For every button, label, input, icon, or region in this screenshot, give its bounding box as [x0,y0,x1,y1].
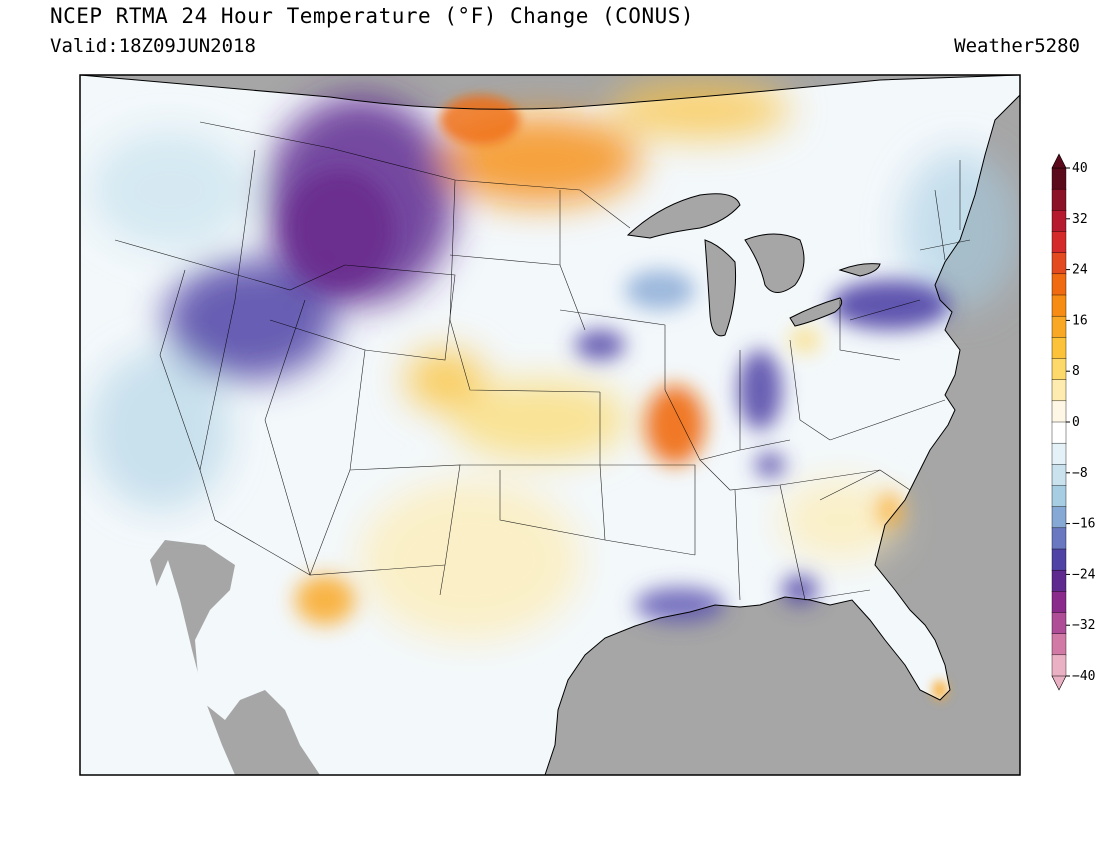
colorbar-swatch [1051,612,1067,635]
lake-superior [626,193,741,239]
colorbar-swatch [1051,252,1067,275]
border-line [919,239,971,251]
colorbar-swatch [1051,167,1067,190]
border-line [264,299,311,576]
valid-time: Valid:18Z09JUN2018 [50,35,256,57]
missouri-warming [645,385,705,465]
colorbar-swatch [1051,379,1067,402]
colorado-warming [405,350,485,410]
colorbar-max-arrow [1051,153,1067,169]
tennessee-cooling [755,453,785,477]
indiana-cooling [738,350,782,430]
great-basin-cooling [165,260,335,380]
colorbar-tick-label: −16 [1072,517,1095,532]
colorbar-swatch [1051,294,1067,317]
colorbar-tick-label: 32 [1072,212,1088,227]
border-line [664,389,791,461]
colorbar-swatch [1051,442,1067,465]
colorbar-swatch [1051,231,1067,254]
border-line [804,589,871,601]
colorbar-tick-label: 40 [1072,161,1088,176]
lake-huron [744,233,805,293]
colorbar-swatch [1051,506,1067,529]
border-line [819,469,911,501]
florida-warm-spot [932,680,948,700]
colorbar-tick-label: −8 [1072,466,1088,481]
border-line [699,459,881,491]
colorbar-tick-label: −24 [1072,567,1096,582]
colorbar-min-arrow [1051,675,1067,691]
border-line [159,269,201,471]
border-line [349,464,461,596]
colorbar-swatch [1051,485,1067,508]
colorbar-swatch [1051,188,1067,211]
louisiana-cooling [635,587,725,623]
border-line [309,469,446,576]
colorbar-tick-label: 8 [1072,364,1080,379]
colorbar-tick-label: 0 [1072,415,1080,430]
lake-erie [789,297,843,327]
arizona-warming [295,575,355,625]
colorbar-swatch [1051,273,1067,296]
baja-peninsula [155,560,235,775]
border-line [559,309,666,390]
temperature-field [90,80,1020,700]
border-line [600,464,696,555]
colorbar-tick-label: −40 [1072,669,1095,684]
border-line [199,299,311,576]
lake-ontario [838,263,881,277]
border-line [829,399,946,441]
credit-label: Weather5280 [954,35,1080,57]
map-title: NCEP RTMA 24 Hour Temperature (°F) Chang… [50,4,695,28]
colorbar-swatch [1051,210,1067,232]
northern-plains-warm [610,80,790,140]
colorbar-swatch [1051,591,1067,613]
pennsylvania-cooling [830,280,950,330]
coastline [80,75,1020,775]
border-line [269,319,366,471]
colorbar-swatch [1051,358,1067,381]
colorbar-swatch [1051,337,1067,360]
colorbar-tick-label: −32 [1072,618,1095,633]
border-line [779,484,806,601]
border-line [789,339,831,441]
ohio-warm [790,328,820,352]
california-cool [90,350,230,510]
lake-michigan [704,239,737,337]
border-line [734,489,741,601]
colorbar-tick-label: 16 [1072,313,1088,328]
colorbar-swatch [1051,527,1067,550]
central-plains-warm [450,380,630,460]
colorbar-swatch [1051,569,1067,592]
colorbar-swatch [1051,400,1067,423]
border-line [234,149,256,301]
state-borders [114,121,971,601]
border-line [934,189,946,261]
pacific-northwest-cool [90,130,250,250]
border-line [114,239,346,291]
border-line [839,300,901,361]
colorbar-swatch [1051,421,1067,444]
great-lakes [626,193,881,337]
border-line [849,299,921,321]
border-line [449,179,601,393]
colorbar-swatch [1051,464,1067,487]
iowa-cooling [575,330,625,360]
border-line [499,470,696,556]
colorbar-swatch [1051,548,1067,571]
map-frame [79,74,1021,776]
arctic-warm-band [440,95,520,145]
southeast-warm [780,480,900,560]
colorbar-swatch [1051,315,1067,338]
wisconsin-cooling [625,270,695,310]
southern-plains-warm [360,480,580,640]
carolina-warm [878,492,902,528]
colorbar-swatch [1051,633,1067,656]
colorbar-tick-label: 24 [1072,263,1088,278]
colorbar-swatch [1051,654,1067,677]
montana-core-cooling [285,170,395,290]
